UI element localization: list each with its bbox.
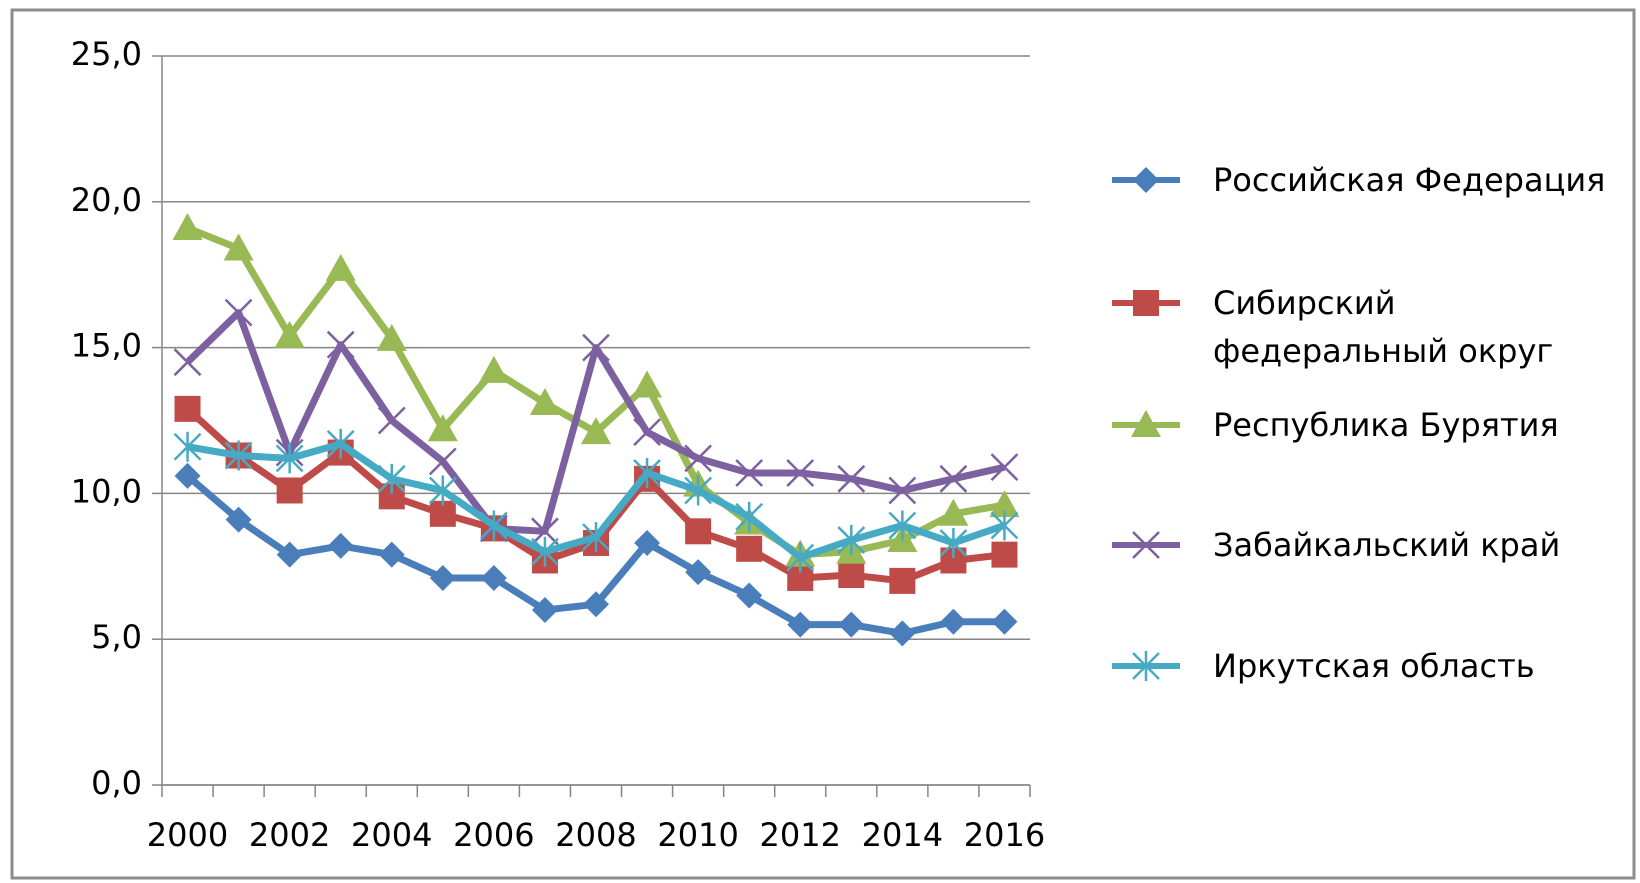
y-tick-label: 25,0 [71, 35, 142, 73]
marker [480, 564, 507, 591]
x-tick-label: 2002 [249, 816, 330, 854]
marker [685, 518, 712, 545]
marker [684, 475, 713, 506]
marker [173, 431, 202, 462]
marker [633, 457, 661, 488]
x-tick-label: 2010 [657, 816, 738, 854]
marker [378, 541, 405, 568]
x-tick-label: 2004 [351, 816, 432, 854]
marker [225, 506, 252, 533]
marker [991, 608, 1018, 635]
y-tick-label: 20,0 [71, 181, 142, 219]
marker [326, 330, 355, 359]
marker [274, 320, 305, 348]
marker [275, 443, 304, 474]
marker [1132, 651, 1160, 681]
y-tick-label: 10,0 [71, 472, 142, 510]
marker [787, 611, 814, 638]
marker [939, 464, 968, 493]
x-tick-label: 2014 [862, 816, 943, 854]
marker [581, 417, 611, 445]
marker [684, 444, 713, 473]
marker [531, 536, 559, 567]
marker [173, 348, 202, 377]
x-tick-label: 2012 [760, 816, 841, 854]
x-tick-label: 2008 [555, 816, 636, 854]
marker [172, 213, 203, 241]
marker [786, 542, 815, 573]
marker [376, 323, 407, 351]
marker [1133, 167, 1159, 193]
marker [838, 562, 865, 589]
marker [582, 333, 610, 362]
marker [429, 564, 456, 591]
marker [735, 501, 764, 532]
legend-label: Республика Бурятия [1213, 406, 1559, 444]
marker [428, 447, 457, 476]
marker [326, 428, 355, 459]
marker [1131, 410, 1161, 437]
marker [325, 253, 356, 281]
marker [531, 517, 559, 546]
marker [786, 459, 815, 487]
marker [529, 388, 560, 416]
marker [889, 567, 916, 594]
marker [276, 541, 303, 568]
marker [223, 233, 254, 261]
marker [990, 510, 1019, 541]
marker [224, 440, 253, 471]
series [173, 428, 1019, 573]
legend-label: Сибирский федеральный округ [1213, 284, 1554, 370]
marker [582, 522, 610, 553]
marker [990, 453, 1019, 482]
marker [479, 510, 508, 541]
marker [736, 535, 763, 562]
marker [989, 490, 1020, 518]
marker [1132, 531, 1160, 559]
marker [377, 406, 406, 435]
marker [633, 418, 661, 447]
marker [174, 462, 201, 489]
legend-label: Забайкальский край [1213, 526, 1561, 564]
marker [888, 476, 917, 505]
y-tick-label: 15,0 [71, 327, 142, 365]
marker [735, 459, 764, 487]
marker [938, 498, 969, 526]
marker [531, 597, 558, 624]
marker [888, 510, 917, 541]
series [174, 462, 1018, 647]
marker [736, 582, 763, 609]
x-tick-label: 2016 [964, 816, 1045, 854]
y-tick-label: 0,0 [91, 764, 142, 802]
marker [1133, 290, 1159, 316]
series [173, 298, 1019, 546]
marker [583, 591, 609, 618]
marker [837, 525, 866, 556]
marker [428, 475, 457, 506]
x-tick-label: 2000 [147, 816, 228, 854]
marker [991, 541, 1018, 568]
marker [634, 529, 661, 556]
marker [174, 395, 201, 422]
legend-label: Российская Федерация [1213, 161, 1606, 199]
y-tick-label: 5,0 [91, 618, 142, 656]
marker [838, 611, 865, 638]
marker [377, 463, 406, 494]
marker [939, 527, 968, 558]
marker [632, 370, 663, 398]
marker [224, 298, 253, 327]
marker [837, 464, 866, 493]
marker [940, 608, 967, 635]
legend-label: Иркутская область [1213, 647, 1535, 685]
marker [276, 477, 303, 504]
series [172, 213, 1020, 567]
x-tick-label: 2006 [453, 816, 534, 854]
marker [427, 414, 458, 442]
marker [478, 355, 509, 383]
marker [327, 532, 354, 559]
marker [889, 620, 916, 647]
marker [685, 559, 712, 586]
